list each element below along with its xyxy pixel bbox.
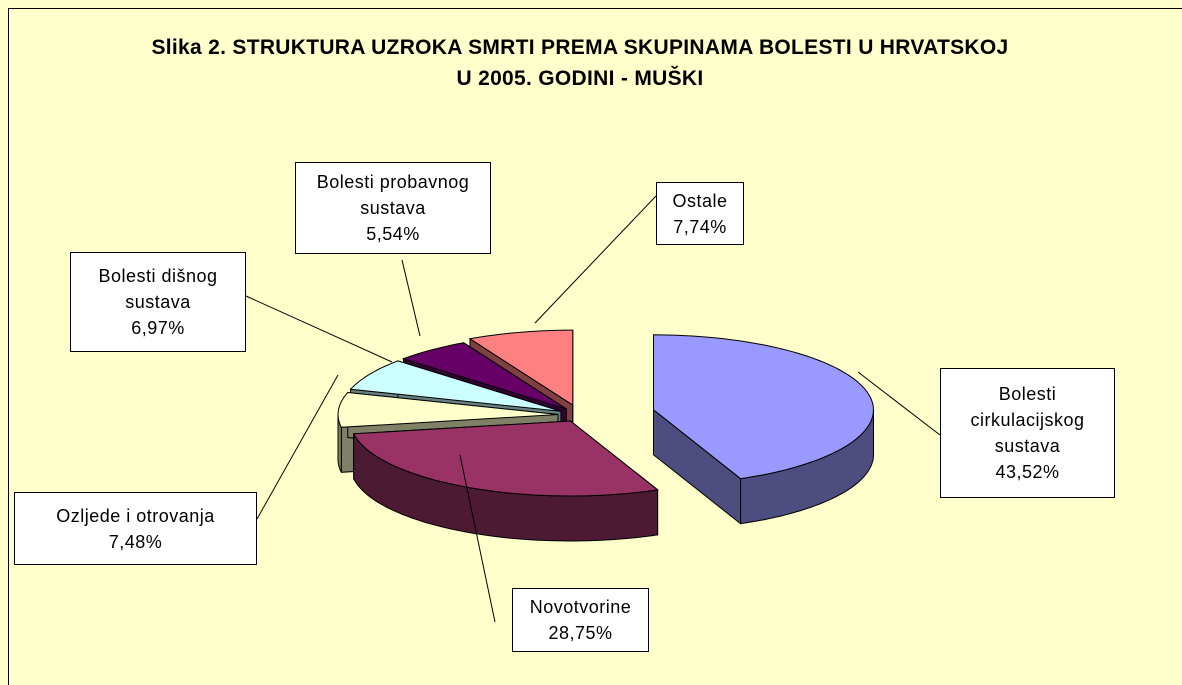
- data-label: Ozljede i otrovanja 7,48%: [14, 492, 257, 565]
- leader-line: [245, 295, 393, 363]
- label-value: 6,97%: [131, 318, 185, 338]
- data-label: Bolesti dišnog sustava 6,97%: [70, 252, 246, 352]
- pie-slice: [352, 419, 659, 542]
- slice-top: [468, 329, 574, 407]
- leader-line: [256, 374, 339, 520]
- slice-top: [352, 420, 659, 497]
- chart-title: Slika 2. STRUKTURA UZROKA SMRTI PREMA SK…: [151, 36, 1009, 90]
- label-name: Bolesti dišnog sustava: [98, 266, 218, 312]
- data-label: Ostale 7,74%: [656, 182, 744, 245]
- leader-line: [401, 259, 421, 337]
- leader-line: [534, 195, 657, 324]
- label-name: Ostale: [672, 190, 728, 211]
- label-value: 28,75%: [548, 623, 613, 643]
- slice-top: [653, 334, 874, 480]
- label-value: 5,54%: [366, 224, 420, 244]
- pie-slice: [653, 334, 874, 525]
- label-name: Novotvorine: [529, 597, 632, 617]
- slice-top: [401, 342, 567, 410]
- label-value: 7,74%: [673, 216, 727, 237]
- leader-line: [459, 454, 496, 623]
- data-label: Bolesti probavnog sustava 5,54%: [295, 162, 491, 254]
- label-name: Bolesti probavnog sustava: [316, 172, 470, 218]
- chart-frame: [8, 8, 1182, 685]
- slice-top: [349, 360, 562, 412]
- slice-top: [337, 391, 559, 428]
- label-name: Ozljede i otrovanja: [56, 505, 215, 526]
- label-value: 7,48%: [108, 531, 163, 552]
- label-value: 43,52%: [995, 462, 1060, 482]
- leader-line: [857, 371, 941, 436]
- data-label: Novotvorine 28,75%: [512, 588, 649, 652]
- label-name: Bolesti cirkulacijskog sustava: [970, 384, 1085, 456]
- data-label: Bolesti cirkulacijskog sustava 43,52%: [940, 368, 1115, 498]
